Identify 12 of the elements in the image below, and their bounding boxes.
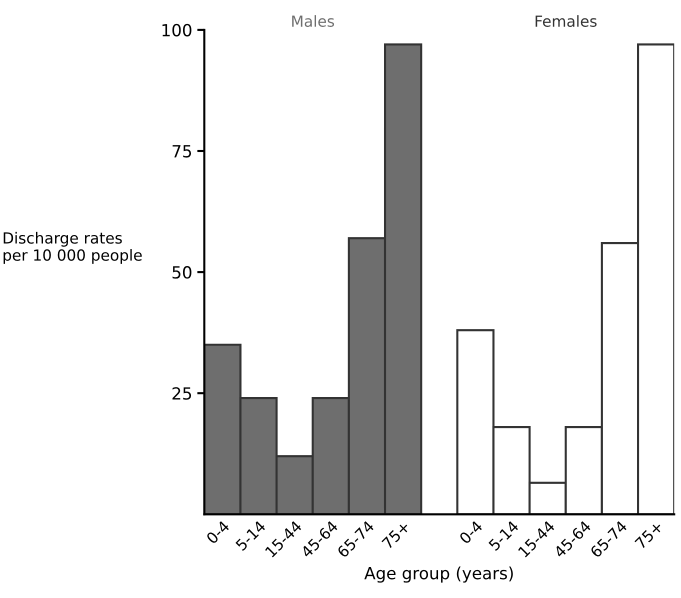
text: Males (292, 15, 334, 27)
x-tick-label: 0-4 (206, 520, 230, 544)
x-tick-label: 75+ (382, 520, 410, 550)
y-tick-label: 25 (172, 387, 192, 400)
y-tick-label: 100 (162, 24, 192, 36)
y-axis-title: Discharge rates per 10 000 people (4, 232, 142, 264)
text: Females (536, 15, 597, 27)
y-tick-label: 50 (172, 266, 192, 279)
x-axis-title: Age group (years) (364, 566, 513, 583)
x-tick-label: 0-4 (458, 520, 484, 544)
x-tick-label: 75+ (634, 520, 664, 550)
y-tick-label: 75 (172, 145, 192, 158)
